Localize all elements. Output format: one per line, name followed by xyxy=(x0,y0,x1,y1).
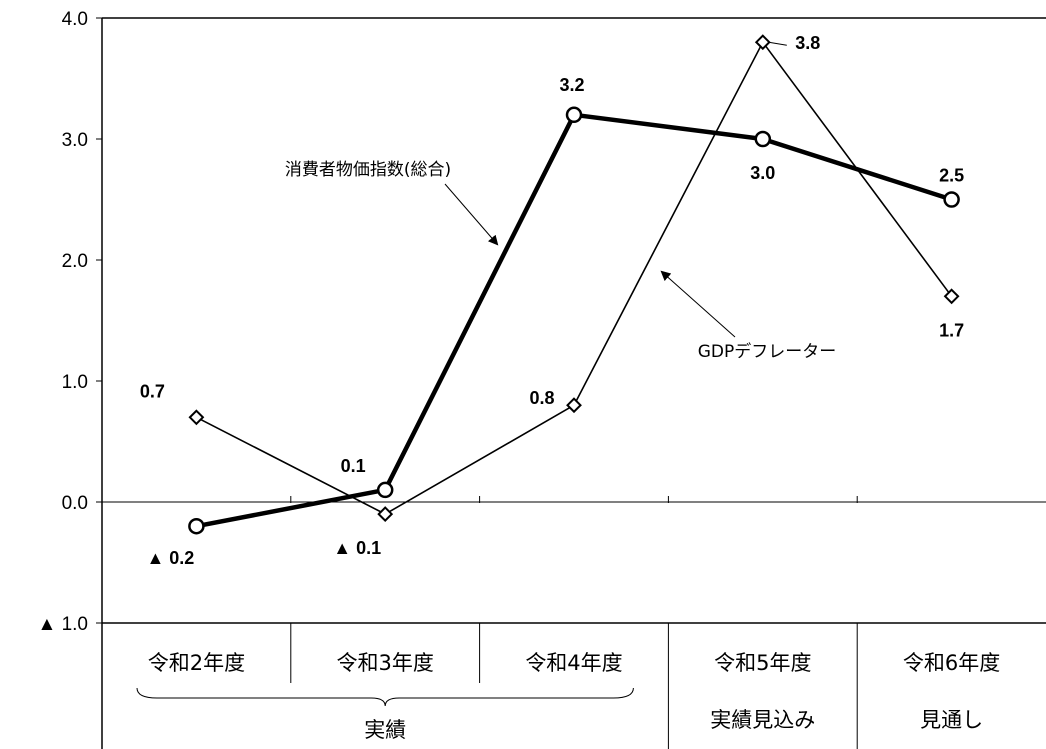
annotations-layer: 消費者物価指数(総合) GDPデフレーター xyxy=(285,160,836,362)
series-cpi: ▲ 0.2 0.1 3.2 3.0 2.5 xyxy=(146,75,964,568)
y-tick-label: 2.0 xyxy=(62,251,88,272)
x-tick-label: 令和5年度 xyxy=(714,651,811,675)
gdp-deflator-annotation-arrow xyxy=(660,270,736,338)
y-tick-label: 3.0 xyxy=(62,130,88,151)
data-point xyxy=(188,409,205,426)
group-label: 実績見込み xyxy=(710,708,815,732)
gdp-deflator-annotation: GDPデフレーター xyxy=(698,341,837,362)
x-tick-label: 令和2年度 xyxy=(148,651,245,675)
series-layer: ▲ 0.2 0.1 3.2 3.0 2.5 0.7 ▲ 0.1 0.8 3.8 1.7 xyxy=(140,33,964,568)
data-point xyxy=(376,481,394,499)
data-label: 3.8 xyxy=(795,33,820,53)
data-label: ▲ 0.2 xyxy=(146,548,194,568)
group-label: 見通し xyxy=(920,708,983,732)
y-tick-label: 1.0 xyxy=(62,372,88,393)
data-point xyxy=(943,288,960,305)
data-point xyxy=(566,397,582,414)
data-point xyxy=(943,191,960,208)
plot-frame xyxy=(101,17,1046,749)
data-label: 1.7 xyxy=(939,320,964,340)
group-label: 実績 xyxy=(364,718,406,742)
data-point xyxy=(754,130,772,148)
x-tick-label: 令和3年度 xyxy=(337,651,434,675)
series-gdp-deflator: 0.7 ▲ 0.1 0.8 3.8 1.7 xyxy=(140,33,964,558)
data-label: 0.8 xyxy=(529,388,554,408)
x-tick-label: 令和4年度 xyxy=(525,651,622,675)
data-point xyxy=(754,34,771,51)
data-point xyxy=(565,106,583,124)
data-point xyxy=(188,517,205,535)
data-point xyxy=(377,506,394,523)
data-label: ▲ 0.1 xyxy=(333,538,381,558)
cpi-annotation-arrow xyxy=(444,183,499,246)
y-tick-label: 4.0 xyxy=(62,9,88,30)
label-leader-line xyxy=(768,41,787,46)
y-tick-label: 0.0 xyxy=(62,493,88,514)
y-axis: 4.0 3.0 2.0 1.0 0.0 ▲ 1.0 xyxy=(38,9,102,635)
data-label: 3.2 xyxy=(559,75,584,95)
data-label: 0.1 xyxy=(341,456,366,476)
y-tick-label: ▲ 1.0 xyxy=(38,614,89,635)
data-label: 3.0 xyxy=(750,163,775,183)
data-label: 2.5 xyxy=(939,166,964,186)
data-label: 0.7 xyxy=(140,381,165,401)
group-brace xyxy=(136,687,634,707)
cpi-annotation: 消費者物価指数(総合) xyxy=(285,160,451,180)
x-tick-label: 令和6年度 xyxy=(903,651,1000,675)
